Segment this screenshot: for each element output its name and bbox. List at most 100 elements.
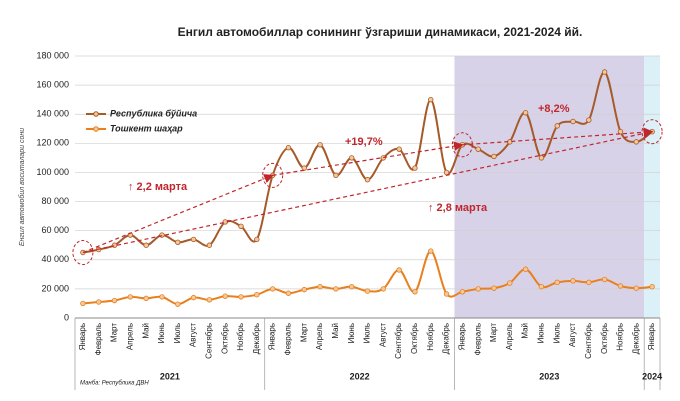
data-point — [491, 285, 497, 291]
trend-arrow — [82, 128, 654, 254]
year-label: 2023 — [539, 371, 559, 381]
data-point — [649, 284, 655, 290]
data-point — [254, 292, 260, 298]
data-point — [111, 297, 118, 304]
data-point — [143, 295, 149, 302]
x-tick-label: Февраль — [473, 323, 482, 356]
x-tick-label: Январь — [268, 323, 277, 350]
data-point — [238, 294, 244, 300]
x-tick-label: Август — [568, 323, 577, 347]
highlight-circle — [262, 162, 284, 188]
data-point — [412, 165, 418, 171]
data-point — [601, 276, 608, 283]
annotation: +19,7% — [345, 136, 383, 148]
chart-title: Енгил автомобиллар сонининг ўзгариши дин… — [178, 25, 583, 39]
data-point — [348, 284, 355, 290]
data-point — [522, 266, 529, 272]
x-tick-label: Июль — [173, 323, 182, 343]
x-tick-label: Сентябрь — [394, 323, 403, 359]
x-tick-label: Октябрь — [220, 323, 229, 354]
x-tick-label: Октябрь — [600, 323, 609, 354]
data-point — [396, 146, 402, 152]
data-point — [317, 142, 323, 148]
data-point — [285, 144, 292, 151]
x-tick-label: Ноябрь — [426, 323, 435, 351]
data-point — [570, 118, 576, 125]
x-tick-label: Февраль — [94, 323, 103, 356]
y-axis-label: Енгил автомобил воситалари сони — [18, 128, 26, 246]
y-tick-label: 20 000 — [41, 283, 69, 293]
x-tick-label: Ноябрь — [616, 323, 625, 351]
trend-arrow — [272, 141, 464, 176]
data-point — [586, 279, 592, 286]
data-point — [396, 267, 402, 273]
y-tick-label: 120 000 — [36, 138, 69, 148]
data-point — [96, 299, 102, 305]
data-point — [554, 279, 560, 286]
data-point — [364, 177, 371, 183]
x-tick-label: Ноябрь — [236, 323, 245, 351]
x-tick-label: Сентябрь — [205, 323, 214, 359]
trend-arrow — [462, 127, 654, 146]
data-point — [475, 286, 481, 292]
legend-label: Тошкент шаҳар — [110, 123, 183, 133]
data-point — [586, 117, 592, 123]
year-label: 2024 — [642, 371, 662, 381]
highlight-circle — [641, 119, 663, 145]
data-point — [175, 239, 181, 246]
legend-marker — [93, 111, 99, 117]
data-point — [633, 139, 639, 145]
y-tick-label: 60 000 — [41, 225, 69, 235]
data-point — [285, 290, 292, 296]
x-tick-label: Август — [189, 323, 198, 347]
annotation: ↑ 2,8 марта — [428, 202, 488, 214]
x-tick-label: Июнь — [157, 323, 166, 343]
x-tick-label: Февраль — [284, 323, 293, 356]
data-point — [633, 285, 639, 291]
x-tick-label: Декабрь — [442, 323, 451, 354]
data-point — [554, 123, 560, 129]
x-tick-label: Март — [110, 323, 119, 342]
data-point — [538, 155, 545, 161]
data-point — [348, 155, 355, 161]
data-point — [127, 294, 134, 300]
x-tick-label: Июль — [552, 323, 561, 343]
x-tick-label: Сентябрь — [584, 323, 593, 359]
x-tick-label: Декабрь — [631, 323, 640, 354]
year-label: 2022 — [350, 371, 370, 381]
data-point — [617, 128, 624, 135]
y-tick-label: 100 000 — [36, 167, 69, 177]
data-point — [522, 110, 529, 116]
data-point — [222, 293, 228, 299]
data-point — [254, 236, 260, 243]
x-tick-label: Январь — [647, 323, 656, 350]
x-tick-label: Октябрь — [410, 323, 419, 354]
data-point — [111, 242, 118, 248]
data-point — [206, 242, 213, 248]
data-point — [333, 286, 339, 292]
y-tick-label: 160 000 — [36, 79, 69, 89]
data-point — [143, 242, 149, 248]
data-point — [333, 172, 339, 179]
x-tick-label: Апрель — [125, 323, 134, 350]
data-point — [269, 286, 276, 292]
data-point — [443, 169, 450, 176]
trend-arrow — [82, 174, 274, 254]
x-tick-label: Май — [141, 323, 150, 339]
x-tick-label: Март — [299, 323, 308, 342]
data-point — [238, 223, 244, 229]
y-tick-label: 40 000 — [41, 254, 69, 264]
data-point — [443, 291, 450, 297]
data-point — [601, 69, 608, 75]
data-point — [428, 248, 434, 254]
x-tick-label: Июнь — [537, 323, 546, 343]
x-tick-label: Апрель — [315, 323, 324, 350]
x-tick-label: Июль — [363, 323, 372, 343]
x-tick-label: Август — [378, 323, 387, 347]
data-point — [475, 146, 481, 152]
data-point — [538, 284, 545, 290]
data-point — [380, 286, 387, 292]
x-tick-label: Март — [489, 323, 498, 342]
source: Манба: Республика ДВН — [80, 381, 149, 387]
